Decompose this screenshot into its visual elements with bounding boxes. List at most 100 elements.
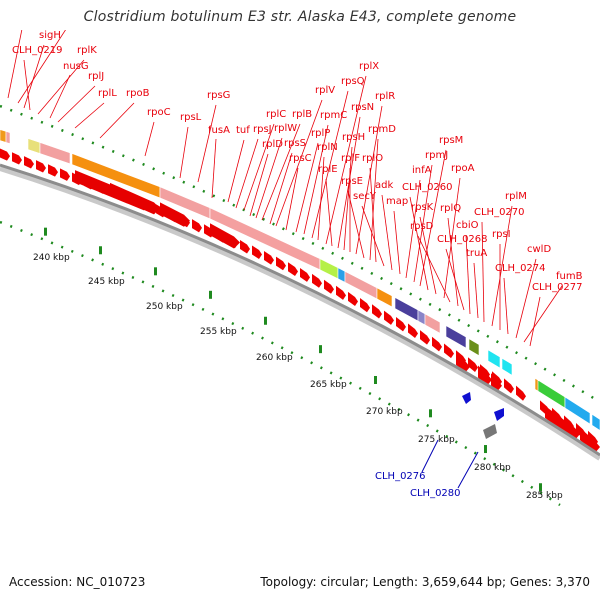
gene-arrow (504, 378, 514, 394)
feature-block (376, 287, 393, 308)
leader-line (447, 217, 459, 307)
gene-label: tuf (236, 125, 250, 136)
gene-arrow (324, 279, 334, 294)
scale-ticks (44, 227, 542, 492)
gene-arrow (36, 160, 46, 173)
gene-label: map (386, 196, 408, 207)
gene-arrow (348, 291, 358, 306)
gene-label: CLH_0268 (437, 234, 488, 245)
scale-label: 285 kbp (526, 491, 563, 501)
label-leaders (7, 30, 563, 347)
gene-label-reverse: CLH_0280 (410, 488, 461, 499)
gene-label: fumB (556, 271, 583, 282)
gene-label: rpoA (451, 163, 475, 174)
feature-band (0, 129, 600, 431)
scale-label: 280 kbp (474, 463, 511, 473)
leader-line (261, 123, 301, 221)
gene-label: rplE (318, 164, 338, 175)
gene-label: rplB (292, 109, 312, 120)
gene-arrow (545, 405, 580, 441)
gene-label: rplX (359, 61, 379, 72)
scale-label: 255 kbp (200, 327, 237, 337)
leader-line (515, 258, 537, 339)
gene-label: rplR (375, 91, 395, 102)
gene-label: CLH_0218 (14, 15, 65, 26)
gene-label: rplD (262, 139, 283, 150)
scale-label: 245 kbp (88, 277, 125, 287)
leader-line (144, 121, 155, 157)
feature-block (417, 309, 426, 326)
leader-line (23, 59, 31, 111)
gene-label: rplL (98, 88, 117, 99)
leader-line (523, 285, 563, 343)
gene-arrow (444, 343, 454, 359)
gene-label: adk (375, 180, 393, 191)
gene-label: rplJ (88, 71, 104, 82)
feature-block (445, 325, 467, 349)
scale-label: 240 kbp (33, 253, 70, 263)
leader-line (529, 296, 541, 347)
gene-arrow (252, 245, 262, 260)
gene-arrow (264, 250, 274, 265)
scale-tick (429, 409, 432, 418)
gene-label: CLH_0270 (474, 207, 525, 218)
gene-arrow (516, 385, 526, 401)
gene-arrow (48, 164, 58, 177)
backbone (0, 163, 600, 457)
gene-arrow (432, 336, 442, 352)
gene-label: infA (412, 165, 432, 176)
leader-line (243, 123, 275, 211)
leader-line (503, 277, 509, 335)
gene-arrow (60, 168, 70, 181)
leader-line (473, 262, 479, 319)
scale-label: 260 kbp (256, 353, 293, 363)
gene-label: rpsC (289, 153, 312, 164)
gene-arrow (492, 371, 502, 387)
gene-label: rpsJ (253, 124, 272, 135)
leader-line (295, 142, 319, 233)
gene-arrow (110, 182, 160, 215)
gene-label: fusA (208, 125, 230, 136)
leader-line (275, 99, 323, 227)
reverse-arrow (494, 408, 504, 421)
gene-label: rplM (505, 191, 527, 202)
gene-label: rpsE (341, 176, 363, 187)
gene-arrow (300, 268, 310, 282)
gene-arrow (288, 262, 298, 277)
leader-line (343, 146, 353, 251)
scale-tick (264, 316, 267, 325)
gene-label: rplP (311, 128, 330, 139)
leader-line (227, 139, 245, 203)
gene-arrow (12, 152, 22, 165)
gene-label: nusG (63, 61, 89, 72)
gene-label: rpsK (411, 202, 434, 213)
leader-line (491, 205, 513, 327)
gene-arrow (336, 285, 346, 300)
leader-line (413, 164, 433, 283)
gene-label: rplQ (440, 203, 461, 214)
leader-line (481, 221, 485, 323)
gene-label: cwlD (527, 244, 551, 255)
gene-arrow (210, 223, 240, 249)
leader-line (49, 74, 71, 119)
gene-arrow (396, 317, 406, 332)
leader-line (325, 75, 367, 245)
gene-label: truA (466, 248, 487, 259)
leader-line (99, 102, 135, 139)
gene-label: rplF (341, 153, 360, 164)
gene-label: rplV (315, 85, 335, 96)
gene-label-reverse: CLH_0276 (375, 471, 426, 482)
gene-label: rplN (317, 142, 338, 153)
leader-line (255, 137, 283, 219)
gene-label: rpmC (320, 110, 347, 121)
gene-label: secY (353, 191, 377, 202)
leader-line (405, 179, 421, 279)
gene-label: rplW (274, 123, 297, 134)
backbone-shadow (0, 165, 600, 461)
feature-block (487, 349, 501, 369)
leader-line (443, 177, 461, 299)
gene-arrow (160, 202, 190, 227)
gene-label: CLH_0274 (495, 263, 546, 274)
leader-line (311, 90, 349, 239)
